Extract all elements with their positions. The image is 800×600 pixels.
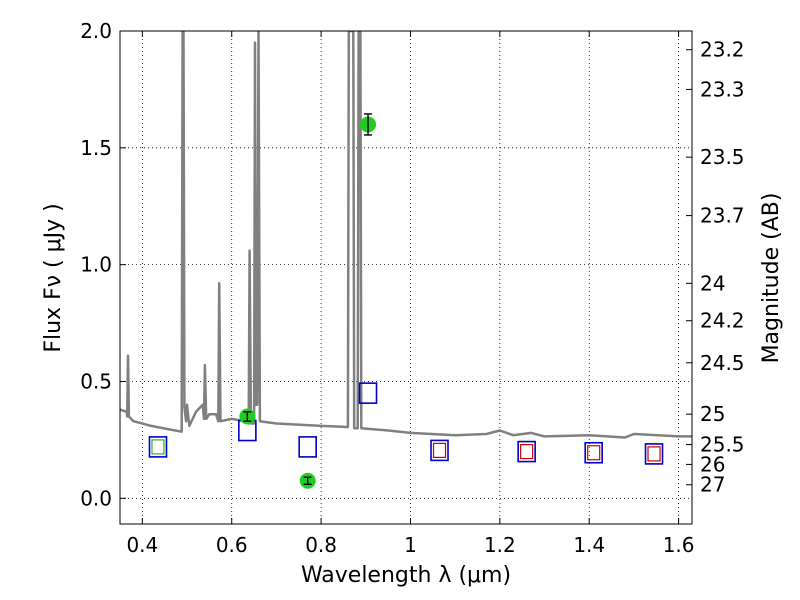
inner-photometry-square <box>432 442 447 459</box>
model-photometry-square <box>430 439 449 462</box>
data-series <box>120 31 692 489</box>
y2-tick-label: 23.2 <box>700 38 745 62</box>
y-axis-label: Flux Fν ( μJy ) <box>41 203 66 352</box>
model-photometry-square <box>517 440 536 463</box>
y2-tick-label: 23.7 <box>700 204 745 228</box>
inner-photometry-square <box>587 445 601 461</box>
y-tick-label: 1.5 <box>80 136 112 160</box>
x-tick-label: 1 <box>404 533 417 557</box>
y2-tick-label: 23.5 <box>700 145 745 169</box>
inner-photometry-square <box>151 439 165 455</box>
y-tick-label: 0.5 <box>80 369 112 393</box>
x-axis-label: Wavelength λ (μm) <box>301 563 511 588</box>
y2-tick-label: 24 <box>700 271 725 295</box>
y2-tick-label: 24.5 <box>700 351 745 375</box>
model-photometry-square <box>298 436 317 458</box>
inner-photometry-square <box>520 443 534 460</box>
y2-tick-label: 27 <box>700 473 725 497</box>
y-tick-label: 2.0 <box>80 19 112 43</box>
y-tick-label: 0.0 <box>80 486 112 510</box>
inner-photometry-square <box>647 446 661 462</box>
y2-tick-label: 25 <box>700 402 725 426</box>
plot-frame <box>119 30 693 525</box>
x-tick-label: 0.6 <box>216 533 248 557</box>
y2-tick-label: 23.3 <box>700 77 745 101</box>
y-tick-label: 1.0 <box>80 253 112 277</box>
y2-tick-label: 24.2 <box>700 309 745 333</box>
y2-axis-label: Magnitude (AB) <box>759 193 784 364</box>
model-photometry-square <box>358 382 378 404</box>
model-photometry-square <box>584 441 603 464</box>
y2-tick-label: 25.5 <box>700 433 745 457</box>
y2-tick-label: 26 <box>700 452 725 476</box>
x-tick-label: 0.8 <box>305 533 337 557</box>
axis-ticks: 0.4 0.6 0.8 1 1.2 1.4 1.6 0.0 0.5 1.0 1.5 2.0 23.2 23… <box>80 19 744 557</box>
model-photometry-square <box>644 443 664 465</box>
x-tick-label: 1.2 <box>484 533 516 557</box>
model-photometry-square <box>148 436 168 458</box>
x-tick-label: 1.6 <box>663 533 695 557</box>
x-tick-label: 0.4 <box>126 533 158 557</box>
x-tick-label: 1.4 <box>573 533 605 557</box>
